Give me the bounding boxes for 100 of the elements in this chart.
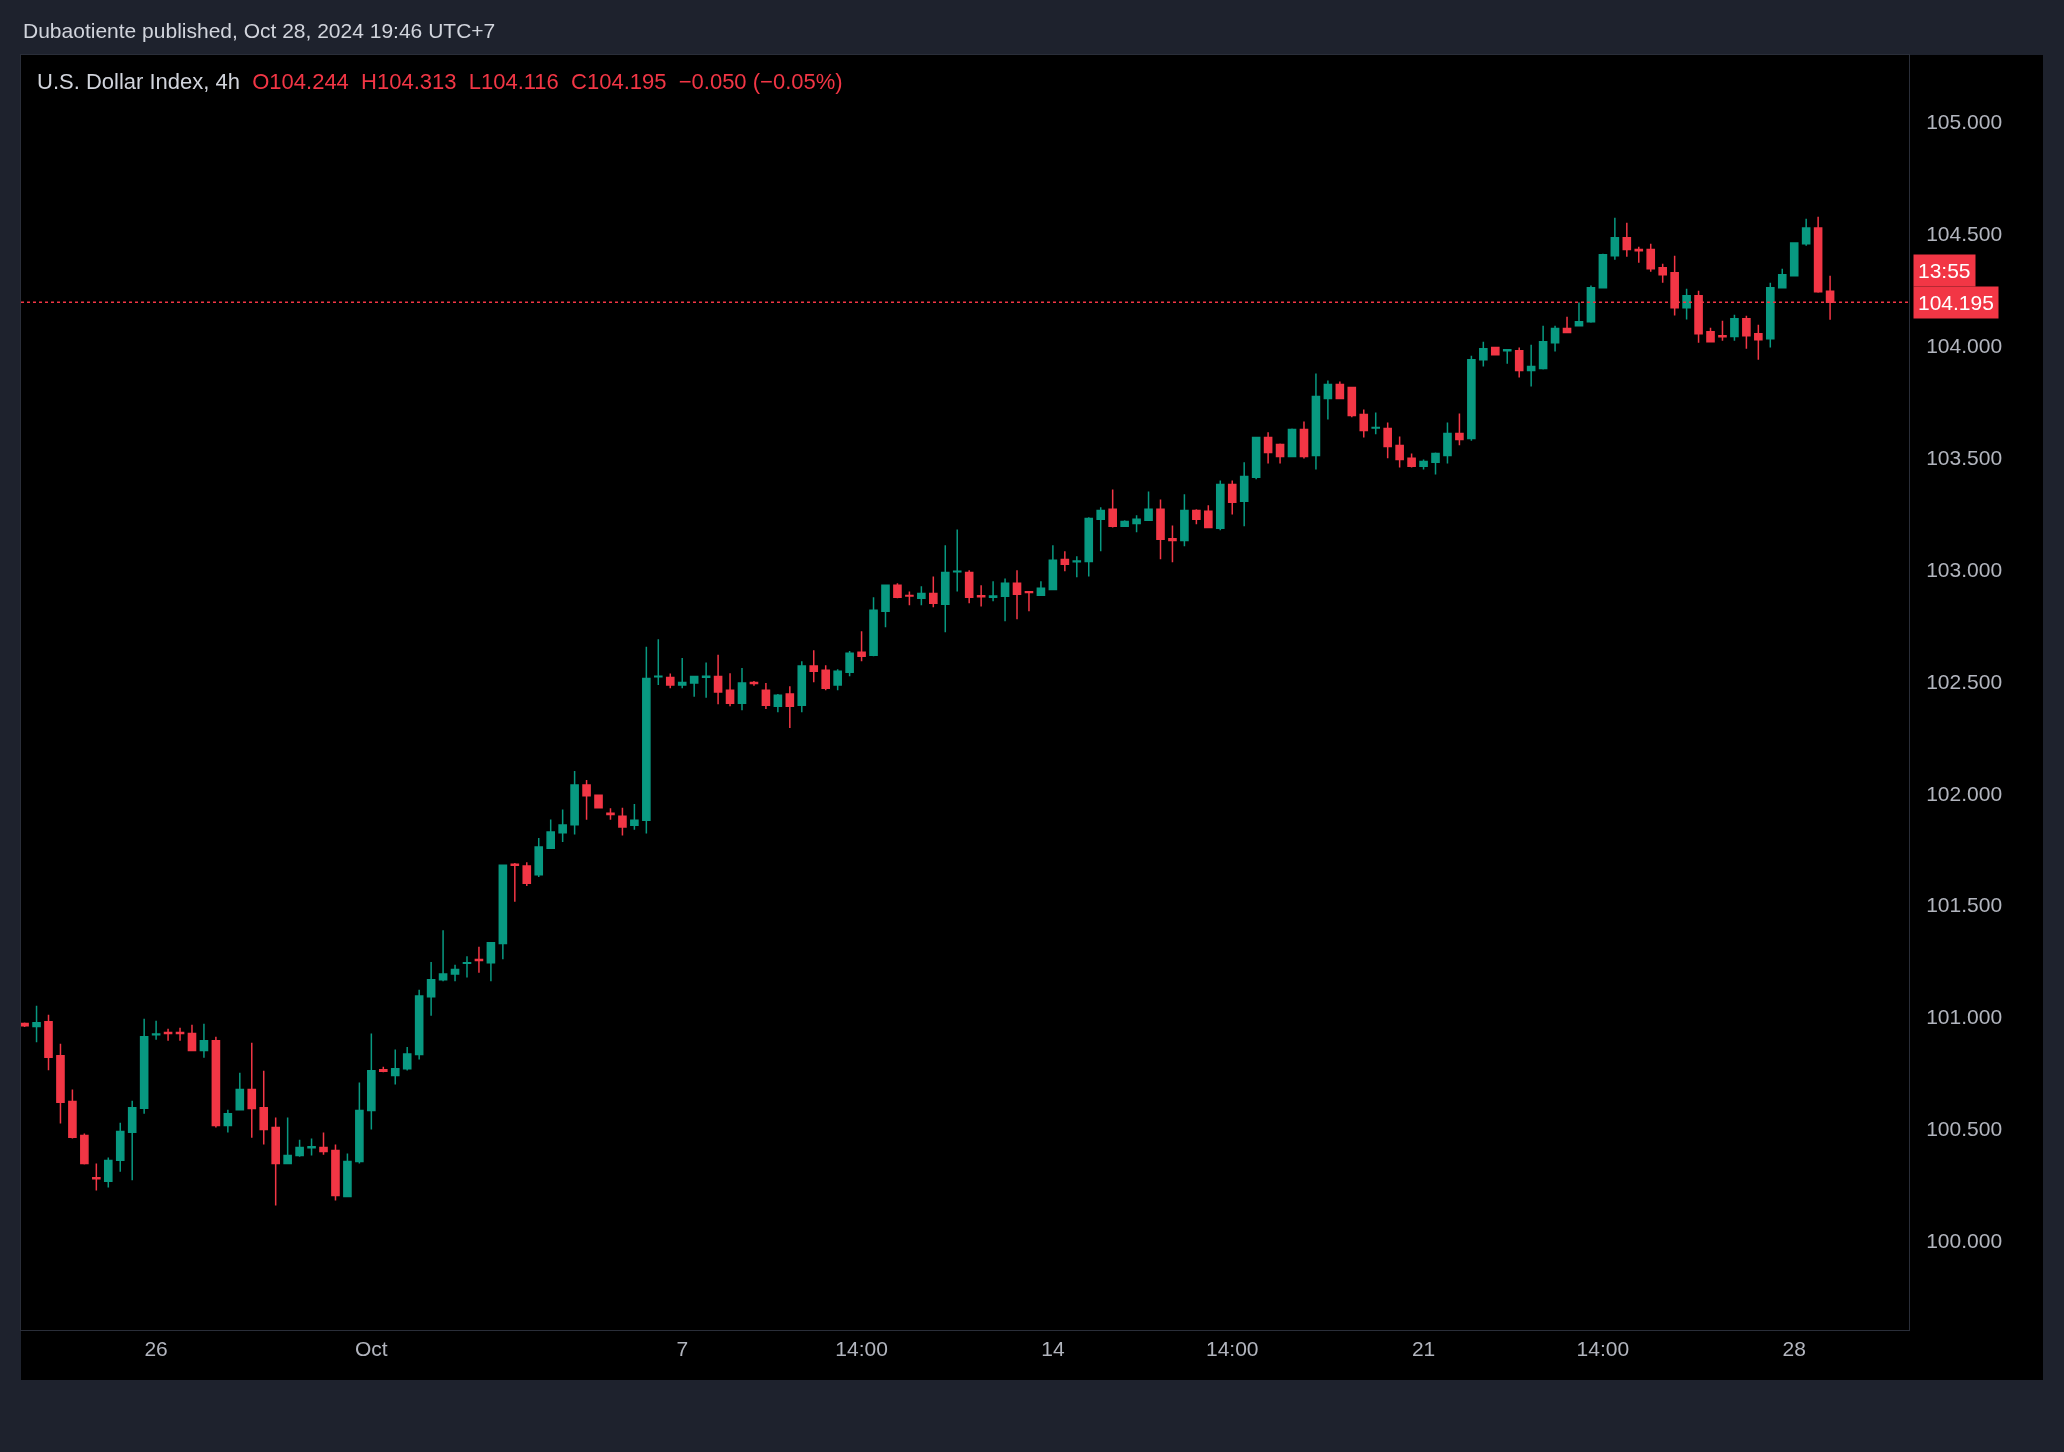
candlestick	[175, 1027, 185, 1042]
candlestick	[1682, 288, 1691, 321]
candlestick	[510, 862, 520, 903]
candlestick	[1706, 326, 1715, 343]
x-tick-label: 14:00	[1205, 1337, 1259, 1361]
y-tick-label: 102.500	[1926, 669, 2003, 693]
candlestick	[917, 585, 926, 607]
candlestick	[546, 818, 555, 850]
candlestick	[80, 1132, 89, 1166]
x-tick-label: 14	[1041, 1337, 1065, 1361]
candlestick	[1502, 348, 1512, 365]
candlestick	[893, 582, 902, 600]
x-tick-label: 26	[144, 1337, 168, 1361]
y-tick-label: 105.000	[1926, 110, 2003, 134]
candlestick	[737, 667, 747, 711]
candlestick	[677, 657, 687, 689]
candlestick	[1514, 346, 1524, 379]
candlestick	[929, 575, 938, 609]
candlestick	[654, 638, 663, 686]
candlestick	[1060, 550, 1070, 573]
candlestick	[163, 1027, 173, 1042]
candlestick	[1215, 479, 1225, 532]
candlestick	[1634, 245, 1644, 264]
candlestick	[1180, 493, 1189, 547]
text: 13:55	[1918, 259, 1971, 282]
candlestick	[1467, 354, 1476, 442]
candlestick	[1789, 242, 1799, 277]
candlestick	[1718, 319, 1727, 342]
candlestick	[773, 693, 783, 713]
candlestick	[761, 682, 771, 710]
candlestick	[665, 672, 675, 689]
candlestick	[1251, 436, 1261, 481]
candlestick	[1144, 490, 1153, 522]
candlestick	[211, 1036, 221, 1129]
candlestick	[1813, 215, 1823, 294]
candlestick	[1419, 458, 1428, 471]
candlestick	[1801, 217, 1811, 247]
candlestick	[319, 1131, 328, 1156]
candlestick	[295, 1138, 304, 1158]
candlestick	[869, 596, 878, 658]
candlestick	[534, 837, 544, 878]
y-tick-label: 103.000	[1926, 557, 2003, 581]
y-tick-label: 102.000	[1926, 781, 2003, 805]
candlestick	[689, 675, 699, 698]
candlestick	[1479, 341, 1488, 368]
candlestick	[558, 808, 567, 843]
candlestick	[713, 653, 723, 705]
candlestick	[402, 1046, 412, 1072]
candlestick	[103, 1156, 113, 1189]
candlestick	[881, 584, 890, 628]
candlestick	[1371, 411, 1381, 436]
candlestick	[247, 1042, 257, 1139]
y-tick-label: 100.000	[1926, 1228, 2003, 1252]
candlestick	[115, 1122, 125, 1173]
candlestick	[1036, 580, 1046, 596]
candlestick	[1168, 524, 1177, 564]
candlestick	[1072, 555, 1082, 579]
candlestick	[725, 672, 735, 707]
candlestick	[618, 806, 627, 837]
candlestick	[988, 580, 998, 602]
candlestick	[522, 861, 532, 887]
candlestick	[905, 590, 914, 607]
candlestick	[1765, 281, 1775, 349]
candlestick	[845, 650, 854, 677]
candlestick	[187, 1023, 197, 1052]
candlestick	[1610, 217, 1620, 261]
candlestick	[1132, 514, 1141, 534]
candlestick	[486, 942, 496, 983]
candlestick	[1431, 451, 1440, 476]
candlestick	[223, 1108, 233, 1134]
candlestick	[1598, 253, 1608, 289]
candlestick	[390, 1048, 400, 1086]
candlestick	[952, 528, 962, 593]
x-tick-label: 14:00	[1576, 1337, 1630, 1361]
candlestick	[450, 963, 460, 983]
candlestick	[976, 584, 986, 608]
candlestick	[331, 1143, 340, 1202]
candlestick	[1192, 508, 1201, 526]
candlestick	[68, 1088, 77, 1140]
candlestick	[44, 1014, 53, 1072]
candlestick	[1048, 544, 1058, 591]
candlestick	[283, 1116, 292, 1165]
candlestick	[1383, 421, 1392, 460]
candlestick	[92, 1162, 101, 1192]
candlestick	[1395, 435, 1404, 469]
candlestick	[343, 1152, 352, 1198]
candlestick	[21, 1021, 29, 1028]
y-tick-label: 100.500	[1926, 1117, 2003, 1141]
y-tick-label: 103.500	[1926, 445, 2003, 469]
x-tick-label: 28	[1782, 1337, 1806, 1361]
candlestick	[833, 668, 842, 692]
y-tick-label: 101.000	[1926, 1005, 2003, 1029]
candlestick	[1455, 412, 1464, 447]
candlestick	[426, 961, 436, 1017]
candlestick	[139, 1017, 149, 1115]
candlestick	[964, 569, 974, 604]
candlestick	[32, 1004, 41, 1044]
candlestick	[785, 685, 795, 729]
candlestick	[259, 1070, 269, 1146]
candlestick	[797, 660, 807, 713]
